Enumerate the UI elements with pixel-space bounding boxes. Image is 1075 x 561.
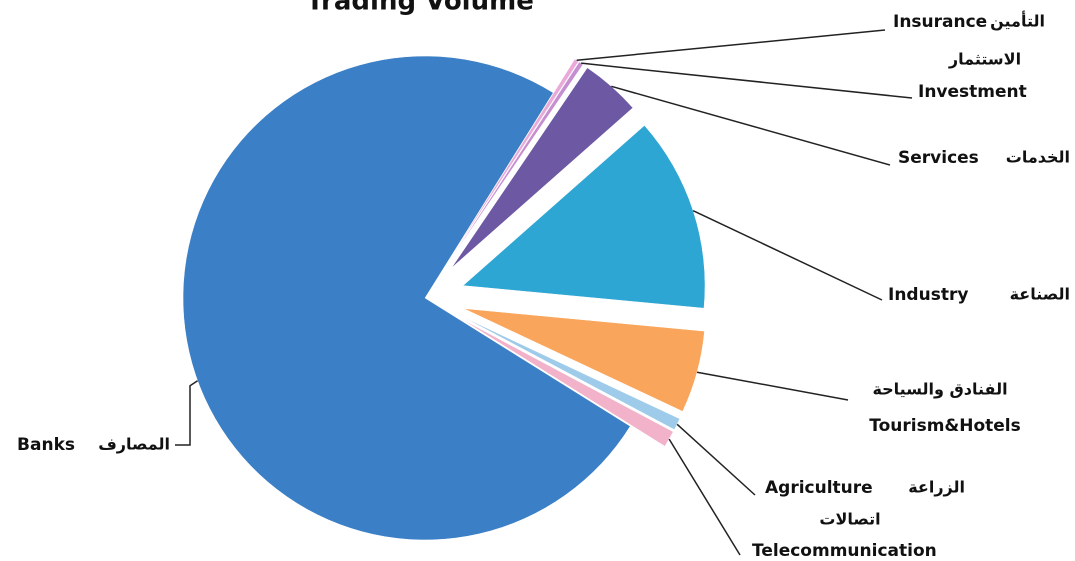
leader-line <box>581 62 913 99</box>
leader-line <box>175 380 199 446</box>
slice-label-ar: الصناعة <box>1010 285 1070 304</box>
pie-slice <box>451 67 634 269</box>
leader-line <box>576 29 886 62</box>
pie-slice <box>446 61 584 265</box>
leader-line <box>692 209 883 301</box>
slice-label: Industry <box>888 285 968 305</box>
pie-slice <box>463 308 705 412</box>
slice-label: Insurance <box>893 12 987 32</box>
slice-label: Banks <box>17 435 75 455</box>
pie-slice <box>182 55 631 541</box>
leader-line <box>611 85 891 166</box>
slice-label: Investment <box>918 82 1027 102</box>
slice-label: Agriculture <box>765 478 873 498</box>
slice-label-ar: التأمين <box>990 11 1045 31</box>
chart-title: Trading Volume <box>306 0 534 17</box>
pie-slice <box>446 58 579 265</box>
slice-label: Tourism&Hotels <box>869 416 1021 436</box>
slice-label-ar: الخدمات <box>1006 148 1070 167</box>
slice-label-ar: اتصالات <box>819 510 880 529</box>
leader-line <box>668 438 741 556</box>
leader-line <box>696 371 849 401</box>
slice-label-ar: الاستثمار <box>948 50 1021 69</box>
slice-label: Telecommunication <box>752 541 937 561</box>
slice-label-ar: المصارف <box>98 435 170 454</box>
slice-label-ar: الفنادق والسياحة <box>872 380 1007 399</box>
slice-label: Services <box>898 148 979 168</box>
leader-line <box>676 423 756 496</box>
slice-label-ar: الزراعة <box>908 478 965 497</box>
